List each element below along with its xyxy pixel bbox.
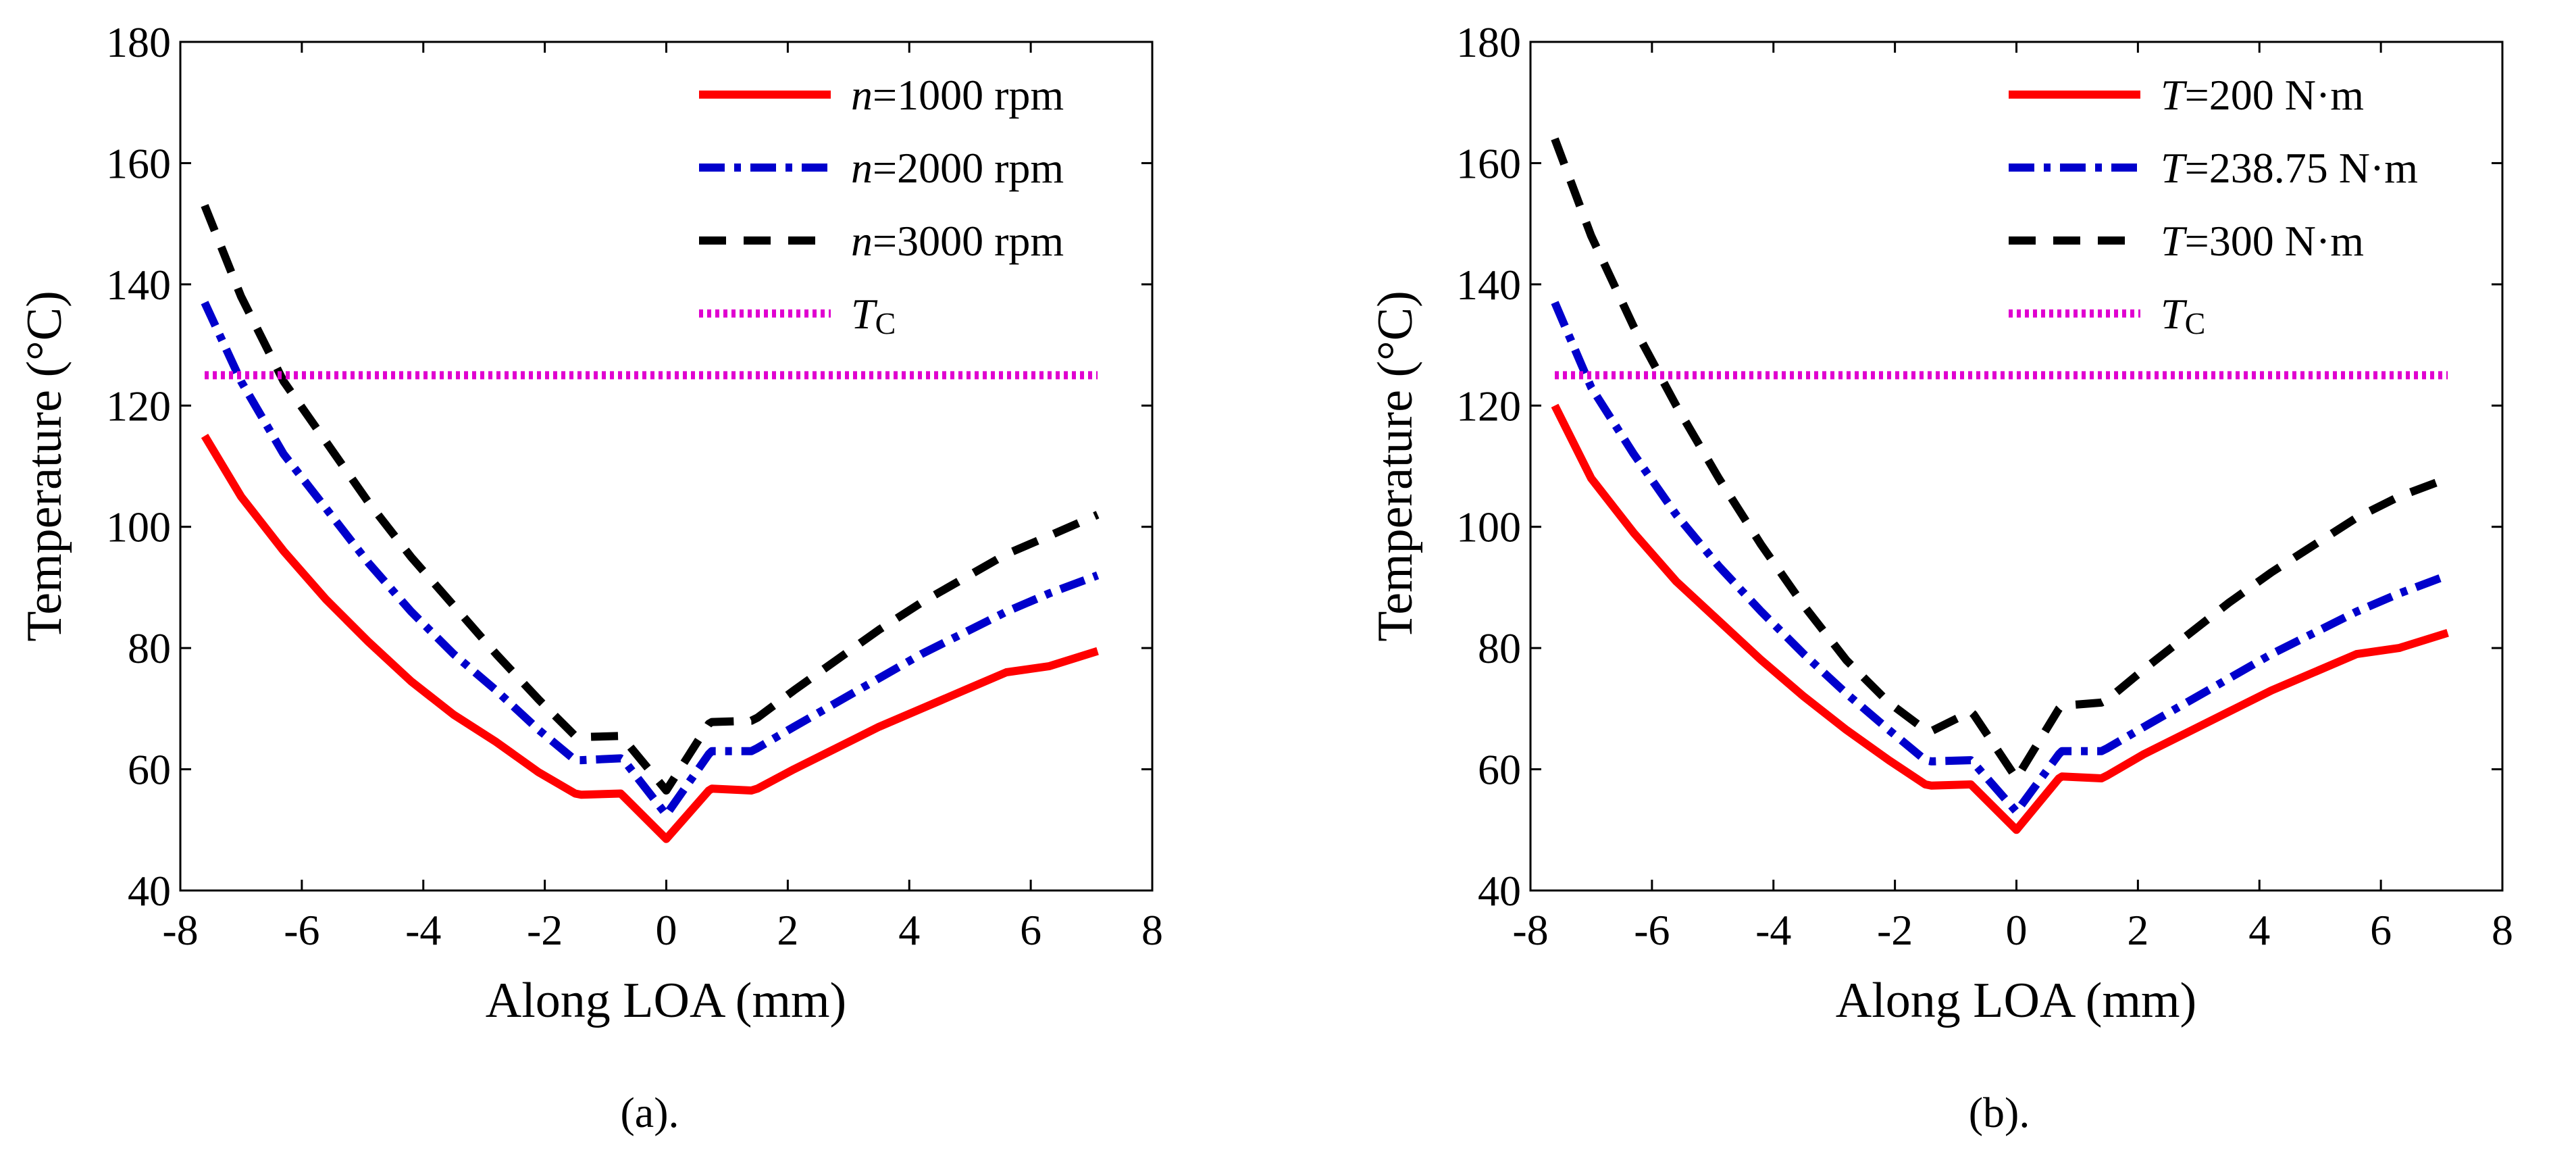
panel-b-y-tick-label: 60 xyxy=(1478,746,1521,794)
panel-a-x-tick-label: 2 xyxy=(777,906,798,954)
panel-a-legend-label-2: n=2000 rpm xyxy=(851,144,1064,192)
panel-a-y-tick-label: 160 xyxy=(106,139,171,187)
panel-a-y-ticks: 40 60 80 100 120 140 160 180 xyxy=(106,18,1152,915)
panel-b-x-axis-label: Along LOA (mm) xyxy=(1836,973,2196,1028)
panel-b-x-tick-label: 0 xyxy=(2006,906,2028,954)
panel-b: -8 -6 -4 -2 0 2 4 6 8 40 60 80 100 120 140 160 180 Alon… xyxy=(1368,18,2513,1136)
panel-b-x-tick-label: 6 xyxy=(2370,906,2392,954)
panel-b-y-tick-label: 80 xyxy=(1478,624,1521,672)
panel-b-x-tick-label: -6 xyxy=(1634,906,1670,954)
panel-b-y-tick-label: 140 xyxy=(1456,261,1521,309)
panel-b-legend-label-1: T=200 N·m xyxy=(2161,71,2364,119)
panel-a-y-tick-label: 120 xyxy=(106,382,171,430)
panel-a-y-tick-label: 80 xyxy=(128,624,171,672)
panel-a: -8 -6 -4 -2 0 2 4 6 8 40 60 80 100 120 140 160 180 Alon… xyxy=(17,18,1163,1136)
panel-b-x-tick-label: -8 xyxy=(1512,906,1548,954)
panel-a-caption: (a). xyxy=(620,1088,679,1136)
panel-a-legend-label-4: TC xyxy=(851,290,896,341)
panel-a-legend-label-text: =1000 rpm xyxy=(873,71,1064,119)
panel-a-series-1-line xyxy=(201,434,1099,843)
panel-a-legend-label-var: n xyxy=(851,217,873,265)
panel-a-legend-label-text: C xyxy=(875,306,896,341)
panel-a-legend-label-text: =2000 rpm xyxy=(873,144,1064,192)
panel-b-series-1-line xyxy=(1551,403,2449,834)
panel-a-series-2-line xyxy=(201,301,1100,819)
panel-b-legend-label-var: T xyxy=(2161,290,2188,338)
panel-b-legend-label-text: =300 N·m xyxy=(2185,217,2364,265)
panel-b-x-ticks: -8 -6 -4 -2 0 2 4 6 8 xyxy=(1512,42,2513,954)
panel-b-y-axis-label: Temperature (°C) xyxy=(1368,291,1423,642)
panel-a-x-tick-label: -6 xyxy=(284,906,319,954)
panel-a-y-tick-label: 100 xyxy=(106,503,171,551)
panel-a-series xyxy=(201,203,1100,843)
panel-b-legend: T=200 N·mT=238.75 N·mT=300 N·mTC xyxy=(2009,71,2418,341)
panel-a-x-tick-label: -8 xyxy=(162,906,198,954)
panel-b-legend-label-4: TC xyxy=(2161,290,2205,341)
panel-b-x-tick-label: -2 xyxy=(1877,906,1913,954)
panel-a-y-tick-label: 180 xyxy=(106,18,171,66)
panel-a-y-tick-label: 140 xyxy=(106,261,171,309)
panel-b-legend-label-text: =238.75 N·m xyxy=(2185,144,2418,192)
panel-b-y-ticks: 40 60 80 100 120 140 160 180 xyxy=(1456,18,2502,915)
panel-a-y-axis-label: Temperature (°C) xyxy=(17,291,72,642)
panel-a-x-tick-label: -4 xyxy=(405,906,441,954)
panel-a-legend-label-1: n=1000 rpm xyxy=(851,71,1064,119)
panel-b-series xyxy=(1551,137,2450,834)
panel-b-caption: (b). xyxy=(1969,1088,2030,1136)
panel-a-y-tick-label: 60 xyxy=(128,746,171,794)
panel-a-x-tick-label: 6 xyxy=(1020,906,1041,954)
panel-a-legend-label-3: n=3000 rpm xyxy=(851,217,1064,265)
panel-a-x-tick-label: 0 xyxy=(656,906,677,954)
panel-a-legend-label-var: n xyxy=(851,144,873,192)
panel-a-x-axis-label: Along LOA (mm) xyxy=(486,973,846,1028)
panel-a-y-tick-label: 40 xyxy=(128,867,171,915)
panel-a-series-3-line xyxy=(201,203,1100,795)
panel-a-x-ticks: -8 -6 -4 -2 0 2 4 6 8 xyxy=(162,42,1163,954)
panel-a-x-tick-label: -2 xyxy=(527,906,563,954)
panel-a-x-tick-label: 4 xyxy=(898,906,920,954)
panel-b-series-3-line xyxy=(1551,137,2450,782)
panel-b-y-tick-label: 120 xyxy=(1456,382,1521,430)
panel-a-x-tick-label: 8 xyxy=(1141,906,1163,954)
panel-b-legend-label-3: T=300 N·m xyxy=(2161,217,2364,265)
panel-b-legend-label-text: C xyxy=(2185,306,2206,341)
panel-b-x-tick-label: 8 xyxy=(2492,906,2513,954)
panel-b-legend-label-text: =200 N·m xyxy=(2185,71,2364,119)
panel-b-legend-label-var: T xyxy=(2161,217,2188,265)
panel-a-legend-label-var: n xyxy=(851,71,873,119)
panel-b-legend-label-var: T xyxy=(2161,71,2188,119)
panel-b-y-tick-label: 40 xyxy=(1478,867,1521,915)
panel-b-legend-label-var: T xyxy=(2161,144,2188,192)
panel-b-y-tick-label: 180 xyxy=(1456,18,1521,66)
panel-b-y-tick-label: 100 xyxy=(1456,503,1521,551)
panel-b-legend-label-2: T=238.75 N·m xyxy=(2161,144,2418,192)
panel-b-x-tick-label: 4 xyxy=(2248,906,2270,954)
panel-a-legend-label-var: T xyxy=(851,290,878,338)
panel-b-x-tick-label: 2 xyxy=(2127,906,2148,954)
panel-b-y-tick-label: 160 xyxy=(1456,139,1521,187)
panel-b-series-2-line xyxy=(1551,301,2450,816)
panel-a-legend-label-text: =3000 rpm xyxy=(873,217,1064,265)
panel-b-x-tick-label: -4 xyxy=(1755,906,1791,954)
